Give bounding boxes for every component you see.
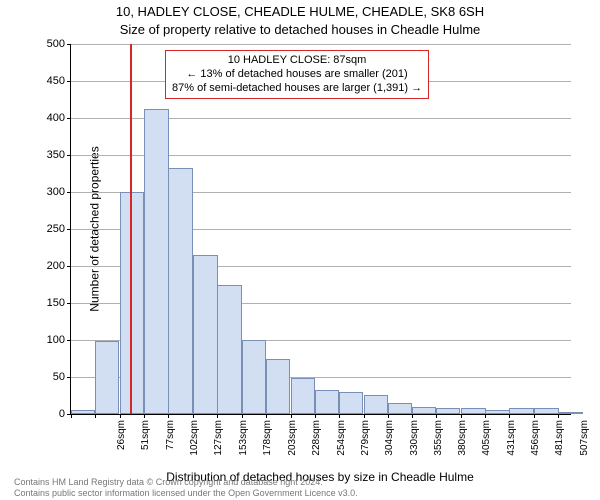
histogram-bar xyxy=(144,109,168,414)
xtick-label: 102sqm xyxy=(189,420,200,470)
attribution-line1: Contains HM Land Registry data © Crown c… xyxy=(14,477,586,487)
histogram-bar xyxy=(120,192,144,414)
xtick-mark xyxy=(412,414,413,418)
annotation-line: 87% of semi-detached houses are larger (… xyxy=(172,82,422,96)
ytick-label: 350 xyxy=(47,149,65,161)
xtick-label: 26sqm xyxy=(116,420,127,470)
ytick-label: 400 xyxy=(47,112,65,124)
xtick-mark xyxy=(168,414,169,418)
xtick-mark xyxy=(388,414,389,418)
histogram-bar xyxy=(291,378,315,414)
xtick-label: 127sqm xyxy=(213,420,224,470)
chart-subtitle: Size of property relative to detached ho… xyxy=(0,22,600,37)
xtick-label: 481sqm xyxy=(554,420,565,470)
xtick-mark xyxy=(315,414,316,418)
attribution: Contains HM Land Registry data © Crown c… xyxy=(14,477,586,498)
xtick-mark xyxy=(364,414,365,418)
histogram-bar xyxy=(266,359,290,415)
ytick-label: 150 xyxy=(47,297,65,309)
xtick-label: 330sqm xyxy=(409,420,420,470)
histogram-bar xyxy=(388,403,412,414)
xtick-label: 355sqm xyxy=(433,420,444,470)
xtick-label: 304sqm xyxy=(384,420,395,470)
xtick-label: 279sqm xyxy=(360,420,371,470)
xtick-mark xyxy=(485,414,486,418)
xtick-label: 431sqm xyxy=(506,420,517,470)
histogram-bar xyxy=(339,392,363,414)
xtick-mark xyxy=(534,414,535,418)
ytick-mark xyxy=(67,192,71,193)
xtick-mark xyxy=(95,414,96,418)
ytick-mark xyxy=(67,229,71,230)
histogram-bar xyxy=(315,390,339,414)
histogram-bar xyxy=(558,412,582,414)
ytick-mark xyxy=(67,155,71,156)
histogram-bar xyxy=(436,408,460,414)
xtick-mark xyxy=(339,414,340,418)
ytick-mark xyxy=(67,266,71,267)
ytick-mark xyxy=(67,303,71,304)
figure: 10, HADLEY CLOSE, CHEADLE HULME, CHEADLE… xyxy=(0,0,600,500)
xtick-mark xyxy=(291,414,292,418)
chart-title-line1: 10, HADLEY CLOSE, CHEADLE HULME, CHEADLE… xyxy=(0,4,600,19)
xtick-label: 51sqm xyxy=(140,420,151,470)
xtick-label: 456sqm xyxy=(530,420,541,470)
ytick-mark xyxy=(67,44,71,45)
xtick-mark xyxy=(217,414,218,418)
histogram-bar xyxy=(509,408,533,414)
xtick-mark xyxy=(558,414,559,418)
xtick-label: 380sqm xyxy=(457,420,468,470)
histogram-bar xyxy=(534,408,558,414)
xtick-label: 254sqm xyxy=(336,420,347,470)
xtick-mark xyxy=(120,414,121,418)
xtick-label: 77sqm xyxy=(165,420,176,470)
histogram-bar xyxy=(364,395,388,414)
annotation-line: ← 13% of detached houses are smaller (20… xyxy=(172,68,422,82)
gridline xyxy=(71,44,571,45)
annotation-box: 10 HADLEY CLOSE: 87sqm← 13% of detached … xyxy=(165,50,429,99)
xtick-mark xyxy=(193,414,194,418)
marker-line xyxy=(130,44,132,414)
xtick-label: 405sqm xyxy=(481,420,492,470)
ytick-label: 0 xyxy=(59,408,65,420)
xtick-label: 507sqm xyxy=(579,420,590,470)
xtick-label: 203sqm xyxy=(287,420,298,470)
histogram-bar xyxy=(95,341,119,414)
histogram-bar xyxy=(412,407,436,414)
plot-area: 05010015020025030035040045050026sqm51sqm… xyxy=(70,44,571,415)
ytick-label: 500 xyxy=(47,38,65,50)
xtick-mark xyxy=(71,414,72,418)
xtick-mark xyxy=(266,414,267,418)
ytick-label: 50 xyxy=(53,371,65,383)
xtick-mark xyxy=(242,414,243,418)
ytick-label: 100 xyxy=(47,334,65,346)
xtick-label: 153sqm xyxy=(238,420,249,470)
ytick-mark xyxy=(67,340,71,341)
ytick-mark xyxy=(67,118,71,119)
xtick-mark xyxy=(509,414,510,418)
histogram-bar xyxy=(461,408,485,414)
ytick-mark xyxy=(67,377,71,378)
histogram-bar xyxy=(193,255,217,414)
xtick-mark xyxy=(436,414,437,418)
ytick-label: 450 xyxy=(47,75,65,87)
ytick-mark xyxy=(67,81,71,82)
xtick-mark xyxy=(461,414,462,418)
histogram-bar xyxy=(217,285,241,415)
xtick-mark xyxy=(144,414,145,418)
ytick-label: 250 xyxy=(47,223,65,235)
histogram-bar xyxy=(71,410,95,414)
ytick-label: 300 xyxy=(47,186,65,198)
histogram-bar xyxy=(168,168,192,414)
annotation-line: 10 HADLEY CLOSE: 87sqm xyxy=(172,54,422,68)
xtick-label: 178sqm xyxy=(262,420,273,470)
histogram-bar xyxy=(485,410,509,414)
attribution-line2: Contains public sector information licen… xyxy=(14,488,586,498)
histogram-bar xyxy=(242,340,266,414)
xtick-label: 228sqm xyxy=(311,420,322,470)
ytick-label: 200 xyxy=(47,260,65,272)
